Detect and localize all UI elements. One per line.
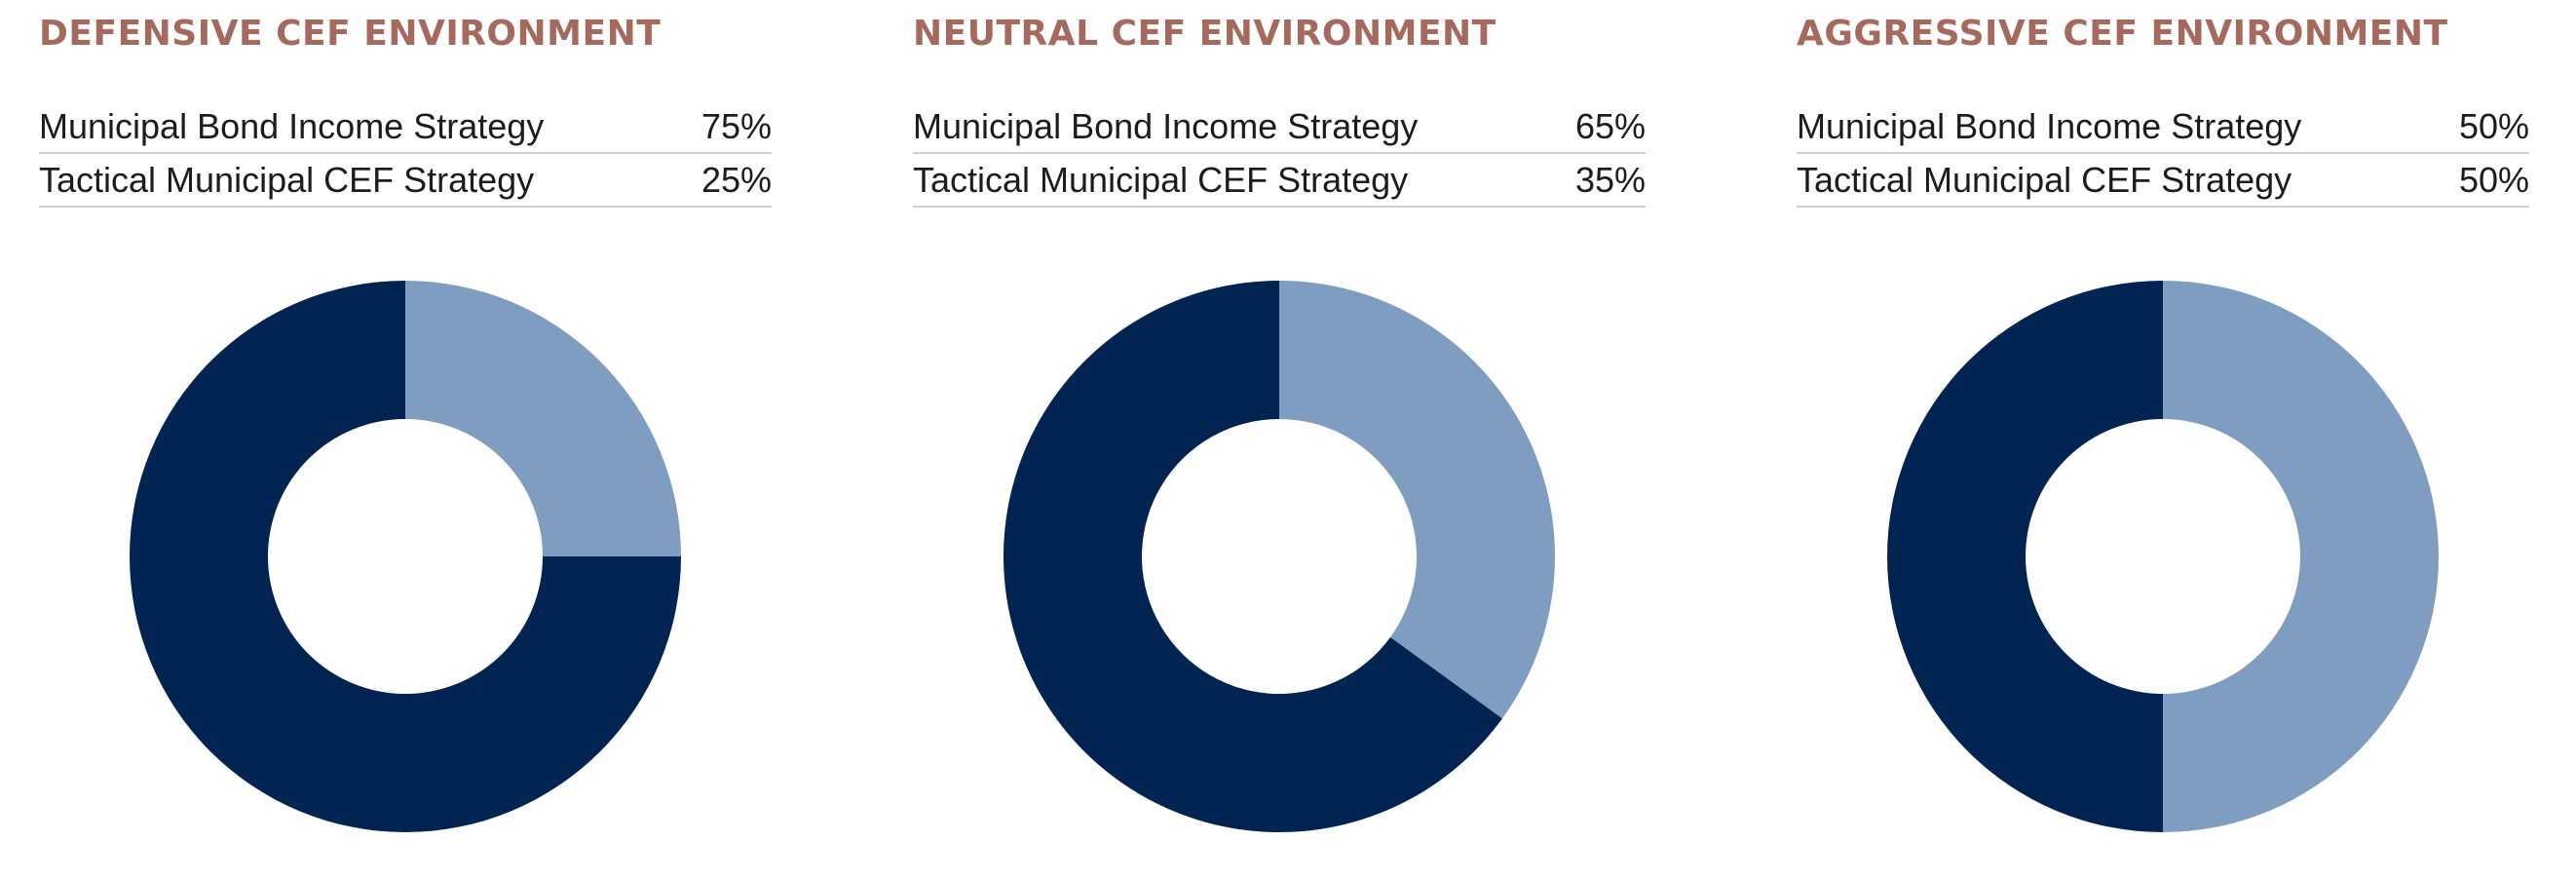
aggressive-tactical-cef-row: Tactical Municipal CEF Strategy 50% [1797,154,2529,208]
defensive-tactical-cef-value: 25% [701,159,772,200]
neutral-panel: NEUTRAL CEF ENVIRONMENT Municipal Bond I… [913,0,1646,879]
neutral-tactical-cef-value: 35% [1574,159,1646,200]
neutral-municipal-bond-slice [1004,281,1502,832]
neutral-allocation-table: Municipal Bond Income Strategy 65% Tacti… [913,100,1646,208]
aggressive-tactical-cef-label: Tactical Municipal CEF Strategy [1797,159,2292,200]
defensive-title: DEFENSIVE CEF ENVIRONMENT [39,14,662,54]
defensive-municipal-bond-slice [130,281,681,832]
aggressive-tactical-cef-slice [2163,281,2439,832]
neutral-tactical-cef-label: Tactical Municipal CEF Strategy [913,159,1409,200]
defensive-allocation-table: Municipal Bond Income Strategy 75% Tacti… [39,100,772,208]
aggressive-municipal-bond-value: 50% [2458,105,2529,146]
aggressive-municipal-bond-row: Municipal Bond Income Strategy 50% [1797,100,2529,154]
neutral-donut-chart [1004,281,1555,832]
defensive-panel: DEFENSIVE CEF ENVIRONMENT Municipal Bond… [39,0,772,879]
defensive-tactical-cef-slice [405,281,681,556]
aggressive-municipal-bond-label: Municipal Bond Income Strategy [1797,105,2302,146]
defensive-municipal-bond-value: 75% [701,105,772,146]
aggressive-panel: AGGRESSIVE CEF ENVIRONMENT Municipal Bon… [1797,0,2529,879]
defensive-tactical-cef-row: Tactical Municipal CEF Strategy 25% [39,154,772,208]
neutral-tactical-cef-row: Tactical Municipal CEF Strategy 35% [913,154,1646,208]
defensive-donut-chart [130,281,681,832]
neutral-title: NEUTRAL CEF ENVIRONMENT [913,14,1496,54]
neutral-municipal-bond-value: 65% [1574,105,1646,146]
defensive-tactical-cef-label: Tactical Municipal CEF Strategy [39,159,535,200]
defensive-municipal-bond-row: Municipal Bond Income Strategy 75% [39,100,772,154]
defensive-municipal-bond-label: Municipal Bond Income Strategy [39,105,545,146]
aggressive-title: AGGRESSIVE CEF ENVIRONMENT [1797,14,2448,54]
aggressive-tactical-cef-value: 50% [2458,159,2529,200]
neutral-tactical-cef-slice [1279,281,1555,719]
aggressive-municipal-bond-slice [1887,281,2163,832]
neutral-municipal-bond-row: Municipal Bond Income Strategy 65% [913,100,1646,154]
aggressive-donut-chart [1887,281,2439,832]
aggressive-allocation-table: Municipal Bond Income Strategy 50% Tacti… [1797,100,2529,208]
neutral-municipal-bond-label: Municipal Bond Income Strategy [913,105,1419,146]
